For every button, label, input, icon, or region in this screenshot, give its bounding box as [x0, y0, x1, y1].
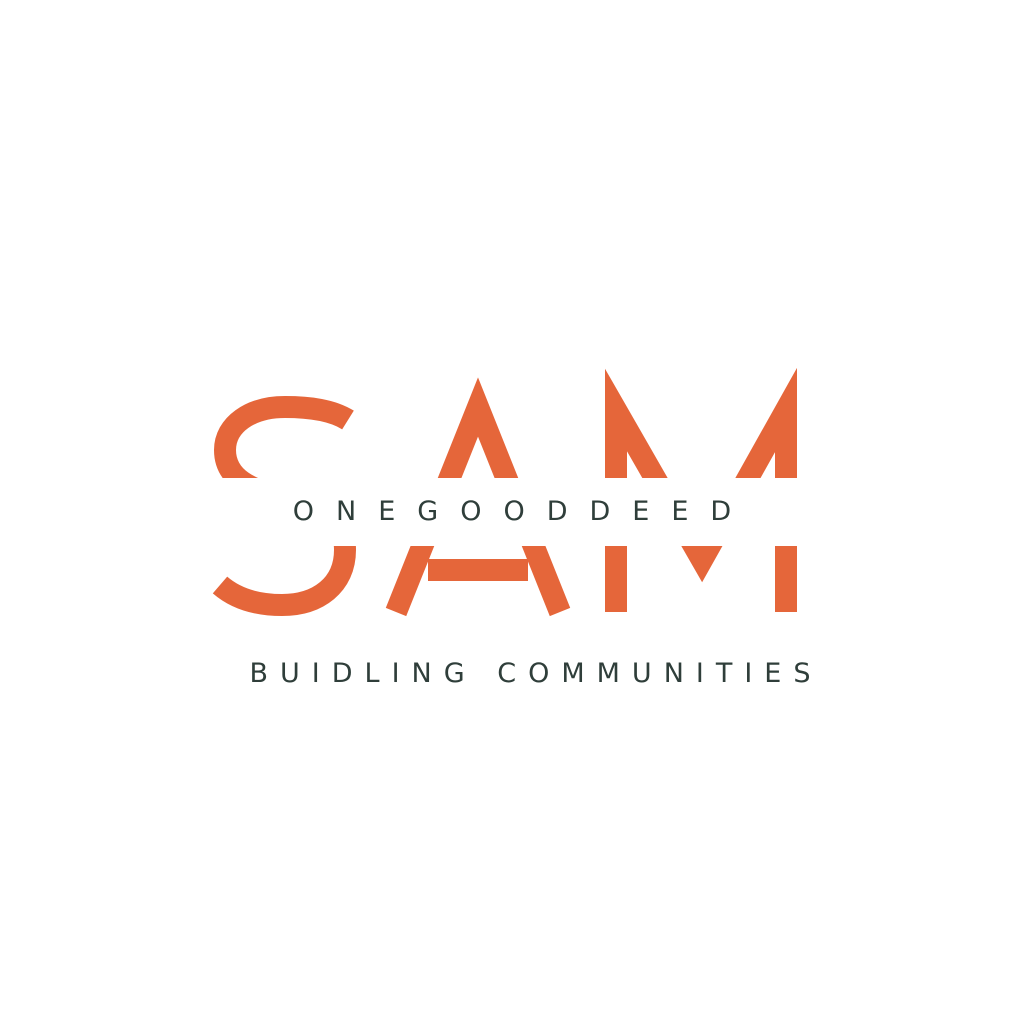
letter-s-bottom	[212, 546, 357, 617]
letter-s-top	[213, 395, 354, 478]
subtitle-text: ONEGOODDEED	[292, 495, 754, 527]
tagline-text: BUIDLING COMMUNITIES	[249, 657, 823, 689]
letter-a-top	[437, 377, 519, 478]
letter-m-bottom	[605, 546, 797, 612]
letter-m-top	[605, 367, 797, 478]
